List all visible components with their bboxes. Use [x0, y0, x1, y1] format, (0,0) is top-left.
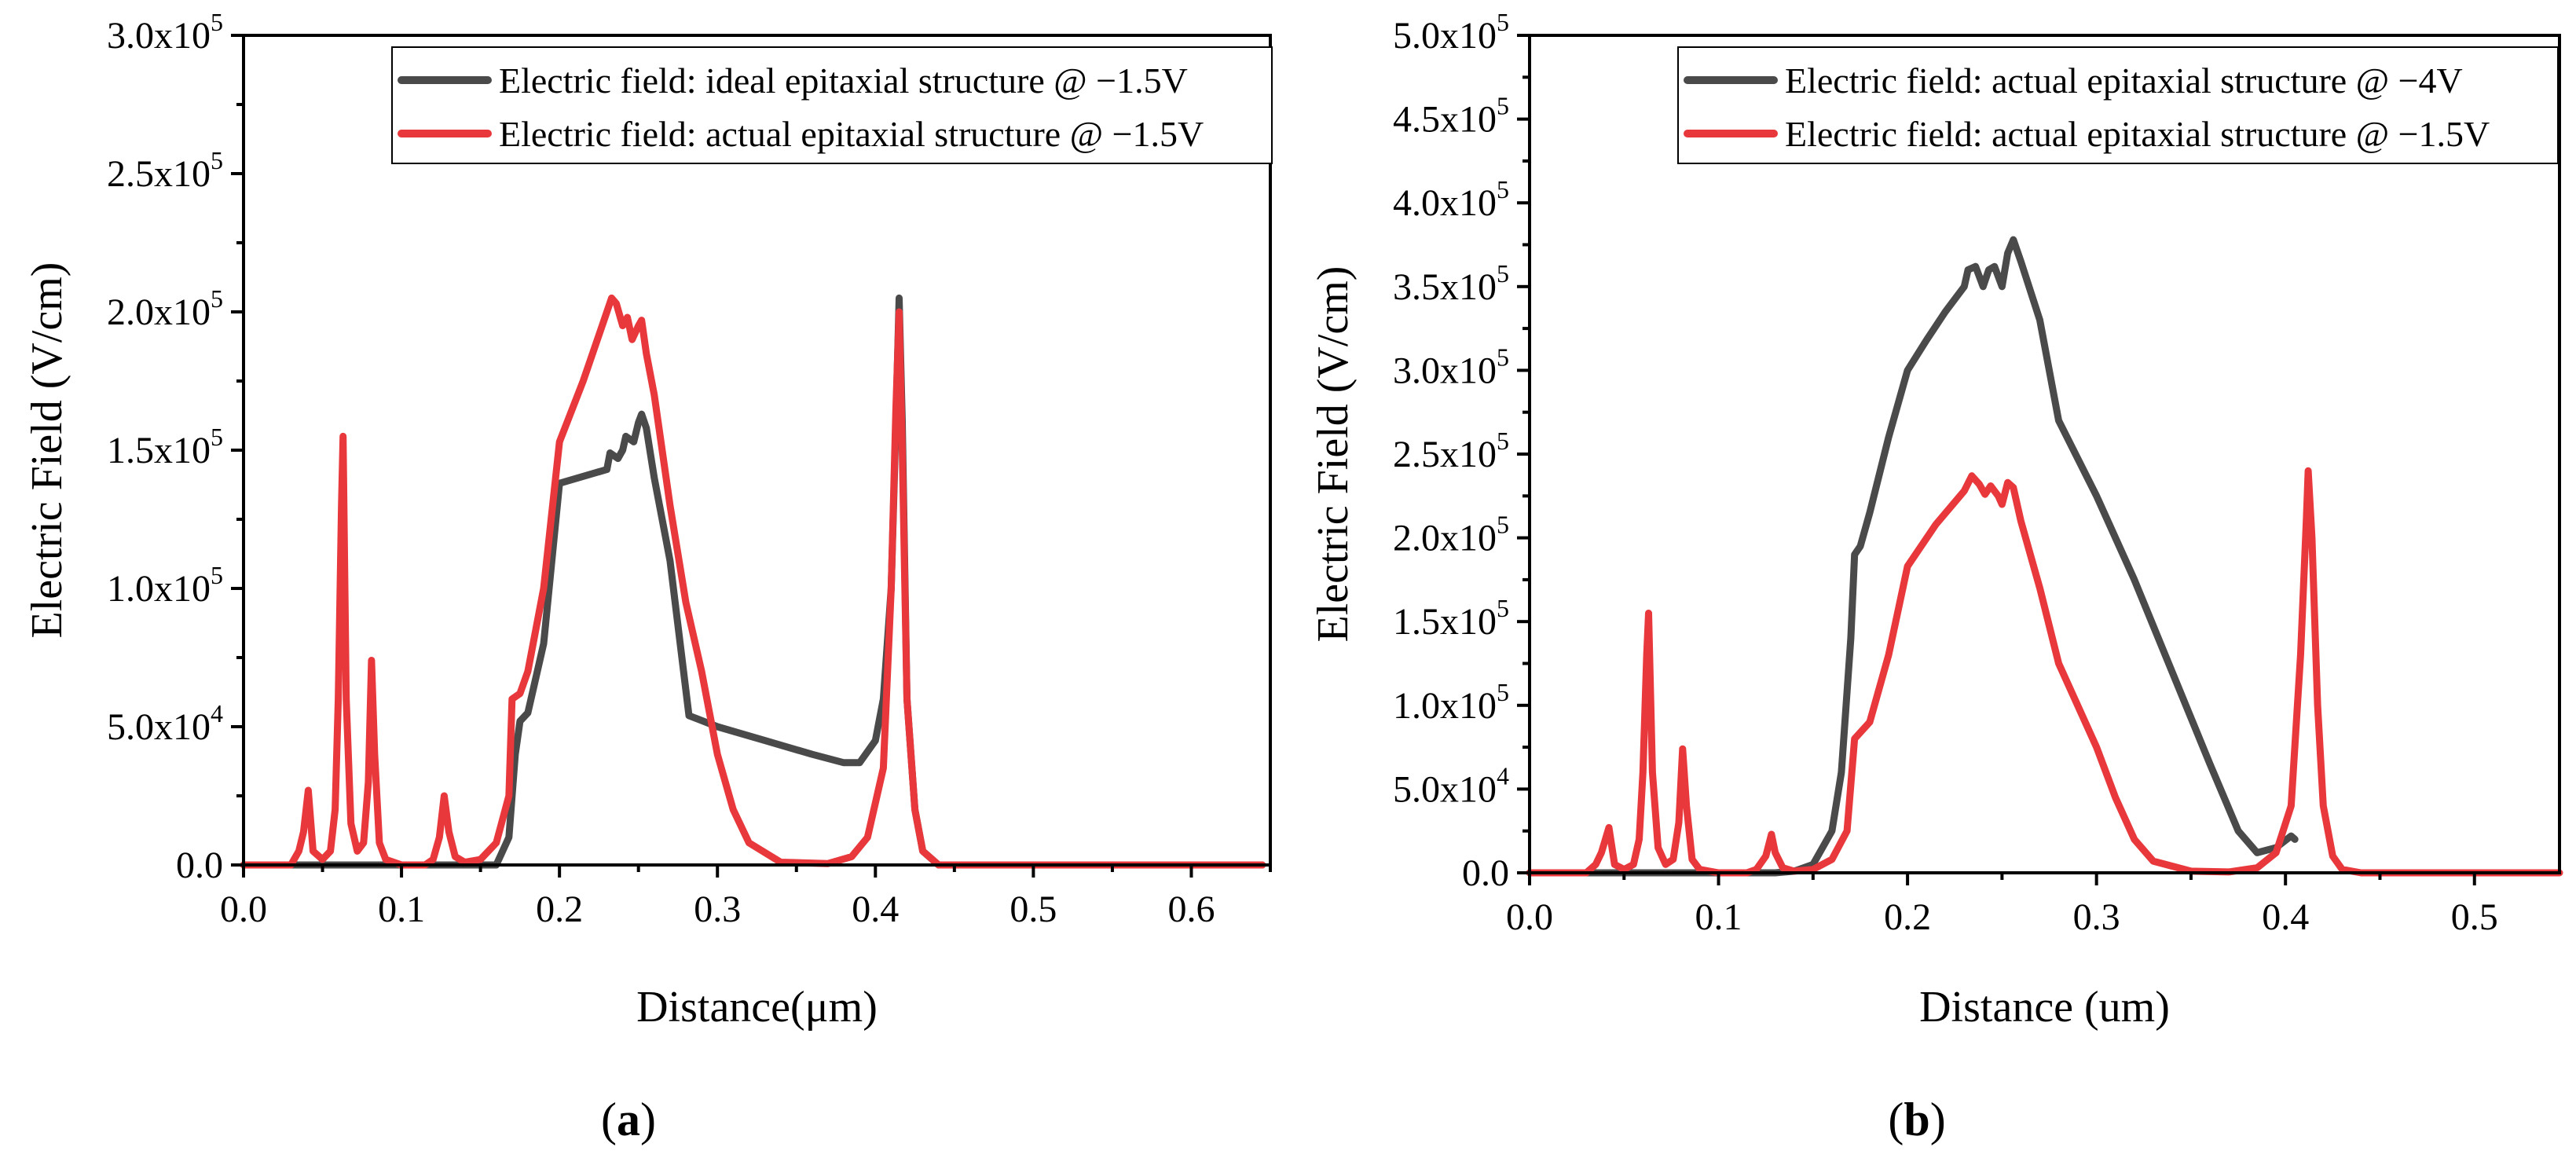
chart-b-y-tick-label: 1.5x105 — [1393, 594, 1509, 643]
chart-a-y-tick-label: 1.5x105 — [107, 423, 223, 471]
chart-b-y-tick-label: 4.0x105 — [1393, 175, 1509, 224]
chart-a-x-tick-label: 0.3 — [694, 889, 741, 930]
chart-a-panel-letter: a — [617, 1094, 640, 1145]
chart-b-x-tick-label: 0.1 — [1695, 896, 1742, 938]
chart-b-legend-label-1: Electric field: actual epitaxial structu… — [1785, 60, 2463, 101]
chart-a-x-tick-label: 0.2 — [536, 889, 583, 930]
chart-a-x-tick-label: 0.0 — [220, 889, 267, 930]
chart-b-y-tick-label: 4.5x105 — [1393, 92, 1509, 141]
chart-a-legend-label-1: Electric field: ideal epitaxial structur… — [499, 60, 1188, 101]
chart-a-x-tick-label: 0.1 — [378, 889, 425, 930]
chart-b-x-tick-label: 0.4 — [2262, 896, 2309, 938]
chart-a-marks — [240, 294, 1266, 869]
chart-a-y-tick-label: 0.0 — [176, 845, 223, 886]
chart-b-legend-box — [1677, 46, 2559, 164]
chart-b-series-2-line — [1526, 467, 2563, 877]
chart-b-panel-label: (b) — [1888, 1094, 1945, 1145]
chart-a-legend-label-2: Electric field: actual epitaxial structu… — [499, 114, 1204, 154]
chart-panel-a: 0.0 0.1 0.2 0.3 0.4 0.5 0.6 0.0 5.0x104 1.0x105 1.… — [23, 8, 1273, 1145]
chart-b-series-1-line — [1526, 236, 2299, 877]
chart-b-y-tick-label: 2.5x105 — [1393, 427, 1509, 475]
chart-a-legend: Electric field: ideal epitaxial structur… — [391, 46, 1273, 164]
chart-a-legend-box — [391, 46, 1273, 164]
chart-b-y-tick-label: 5.0x105 — [1393, 8, 1509, 57]
chart-a-y-tick-label: 5.0x104 — [107, 699, 223, 748]
chart-b-y-tick-label: 3.0x105 — [1393, 343, 1509, 391]
chart-b-x-tick-label: 0.2 — [1884, 896, 1931, 938]
chart-a-x-tick-label: 0.6 — [1167, 889, 1215, 930]
chart-b-y-tick-label: 0.0 — [1462, 852, 1509, 894]
chart-b-y-tick-label: 3.5x105 — [1393, 259, 1509, 308]
chart-panel-b: 0.0 0.1 0.2 0.3 0.4 0.5 0.0 5.0x104 1.0x105 1.5x1… — [1309, 8, 2563, 1145]
chart-b-y-tick-label: 5.0x104 — [1393, 761, 1509, 810]
chart-b-y-tick-label: 1.0x105 — [1393, 678, 1509, 727]
chart-b-legend: Electric field: actual epitaxial structu… — [1677, 46, 2559, 164]
chart-a-x-tick-label: 0.5 — [1010, 889, 1057, 930]
chart-a-x-axis-title: Distance(μm) — [636, 983, 878, 1032]
chart-a-y-axis-title: Electric Field (V/cm) — [23, 262, 71, 639]
chart-a-x-tick-label: 0.4 — [852, 889, 899, 930]
chart-a-y-tick-label: 3.0x105 — [107, 8, 223, 57]
chart-b-marks — [1526, 236, 2563, 877]
chart-a-axis-ticks: 0.0 0.1 0.2 0.3 0.4 0.5 0.6 0.0 5.0x104 1.0x105 1.… — [107, 8, 1272, 930]
chart-a-panel-label: (a) — [601, 1094, 656, 1145]
chart-a-y-tick-label: 2.0x105 — [107, 284, 223, 333]
chart-b-y-tick-label: 2.0x105 — [1393, 511, 1509, 559]
chart-b-x-tick-label: 0.0 — [1506, 896, 1553, 938]
chart-a-y-tick-label: 1.0x105 — [107, 561, 223, 610]
chart-b-panel-letter: b — [1904, 1094, 1929, 1145]
chart-b-axis-ticks: 0.0 0.1 0.2 0.3 0.4 0.5 0.0 5.0x104 1.0x105 1.5x1… — [1393, 8, 2498, 938]
chart-b-x-tick-label: 0.5 — [2451, 896, 2498, 938]
chart-a-series-2-line — [240, 294, 1266, 869]
chart-b-y-axis-title: Electric Field (V/cm) — [1309, 266, 1358, 643]
chart-b-x-axis-title: Distance (um) — [1919, 983, 2170, 1032]
chart-a-y-tick-label: 2.5x105 — [107, 146, 223, 195]
chart-b-legend-label-2: Electric field: actual epitaxial structu… — [1785, 114, 2490, 154]
chart-b-x-tick-label: 0.3 — [2073, 896, 2120, 938]
